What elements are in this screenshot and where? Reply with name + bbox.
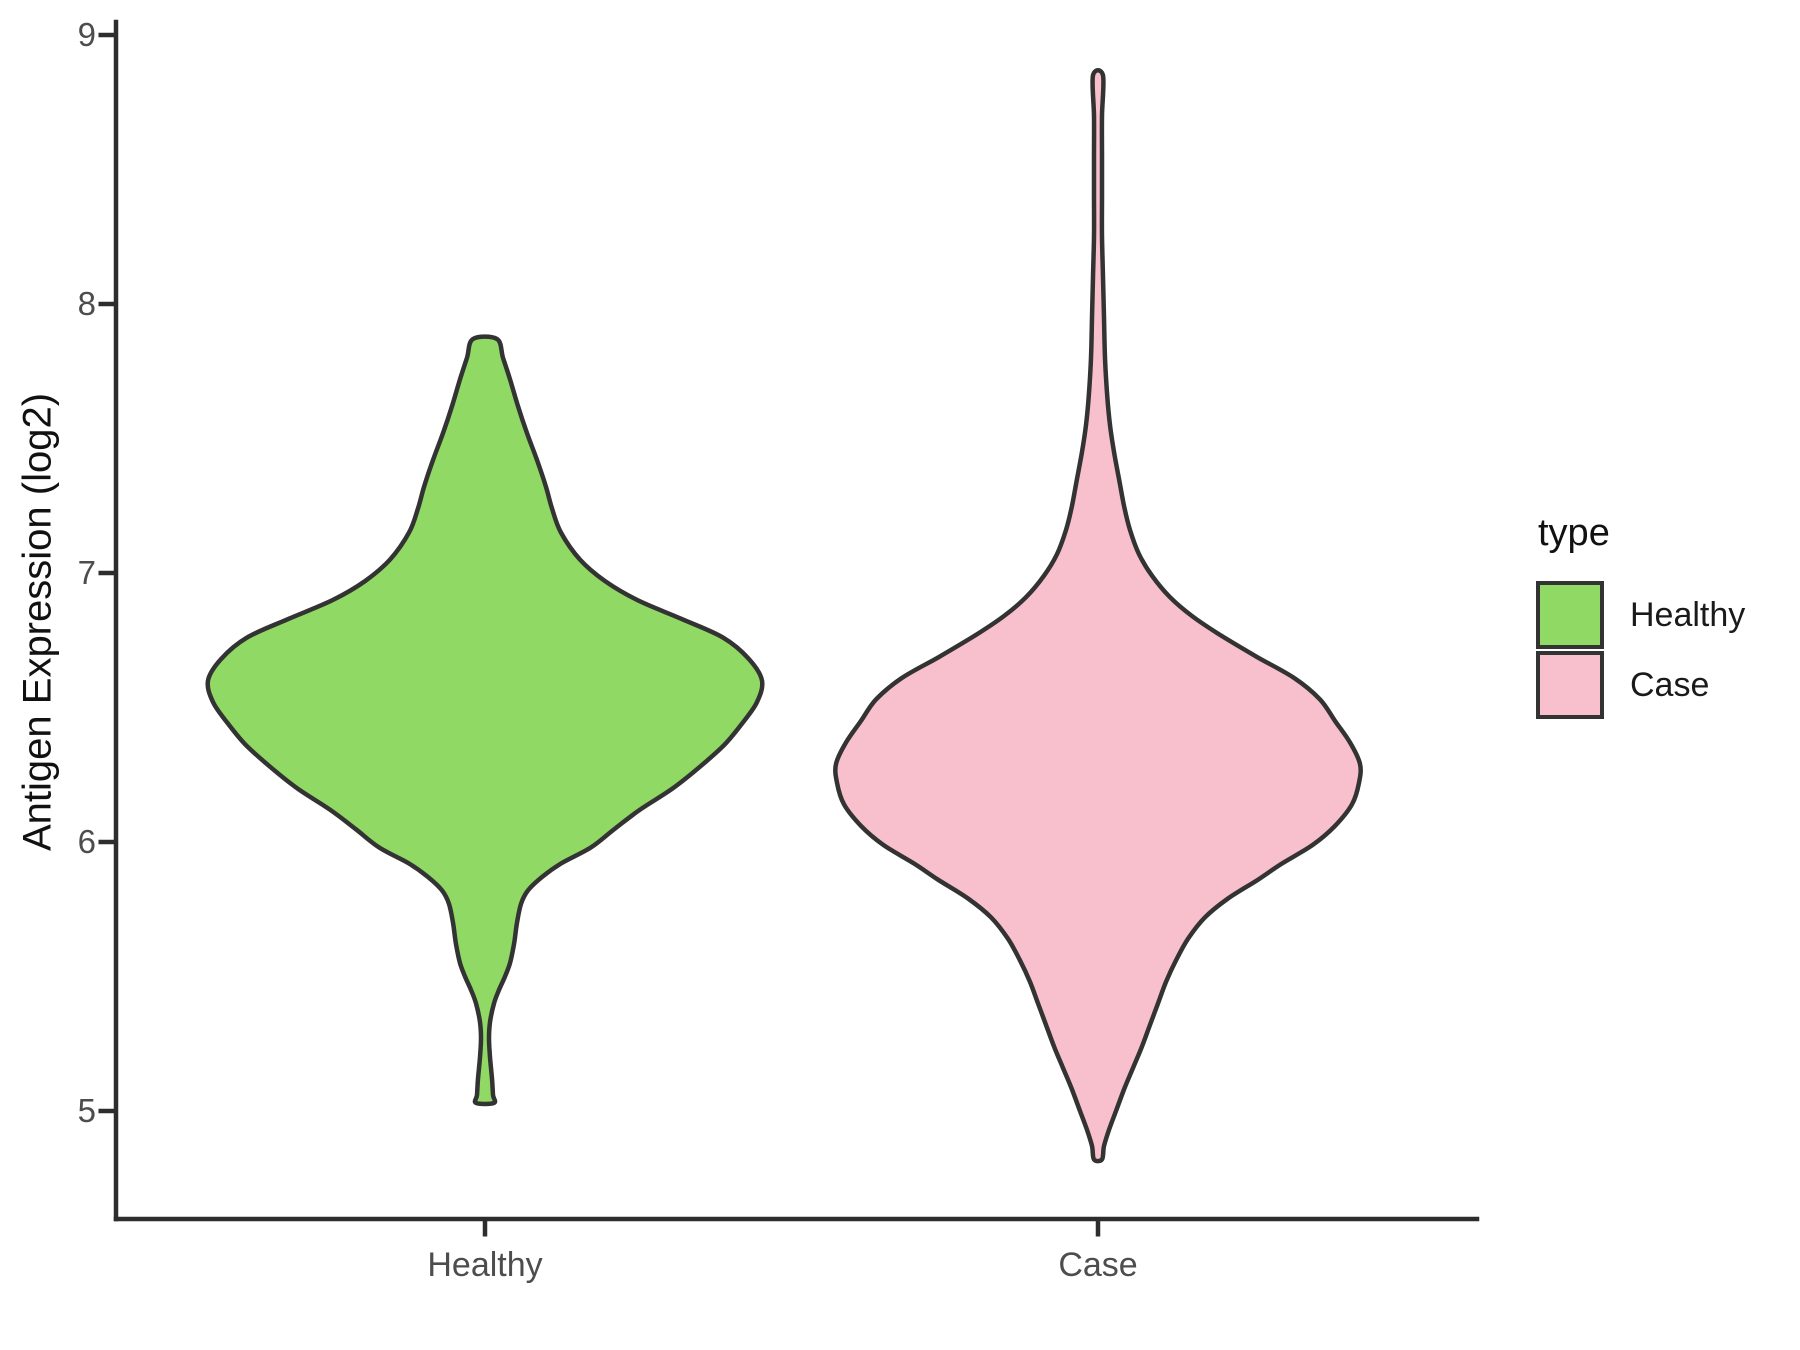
legend-label-case: Case [1630, 665, 1710, 704]
legend-label-healthy: Healthy [1630, 595, 1746, 634]
violin-case [833, 68, 1363, 1164]
legend-item-case: Case [1536, 651, 1745, 719]
legend-swatch-healthy-icon [1536, 581, 1604, 649]
y-axis-title: Antigen Expression (log2) [15, 392, 60, 852]
legend-title: type [1538, 512, 1610, 554]
legend-item-healthy: Healthy [1536, 581, 1745, 649]
x-tick-label-case: Case [1058, 1246, 1138, 1284]
legend-swatch-case-icon [1536, 651, 1604, 719]
y-tick-label: 7 [77, 554, 96, 591]
x-tick-label-healthy: Healthy [427, 1246, 543, 1284]
y-tick-label: 8 [77, 285, 96, 322]
y-tick-label: 9 [77, 16, 96, 53]
legend: type Healthy Case [1536, 512, 1745, 719]
violin-healthy [205, 334, 765, 1107]
legend-items: Healthy Case [1536, 581, 1745, 719]
y-tick-label: 5 [77, 1092, 96, 1129]
y-tick-label: 6 [77, 823, 96, 860]
